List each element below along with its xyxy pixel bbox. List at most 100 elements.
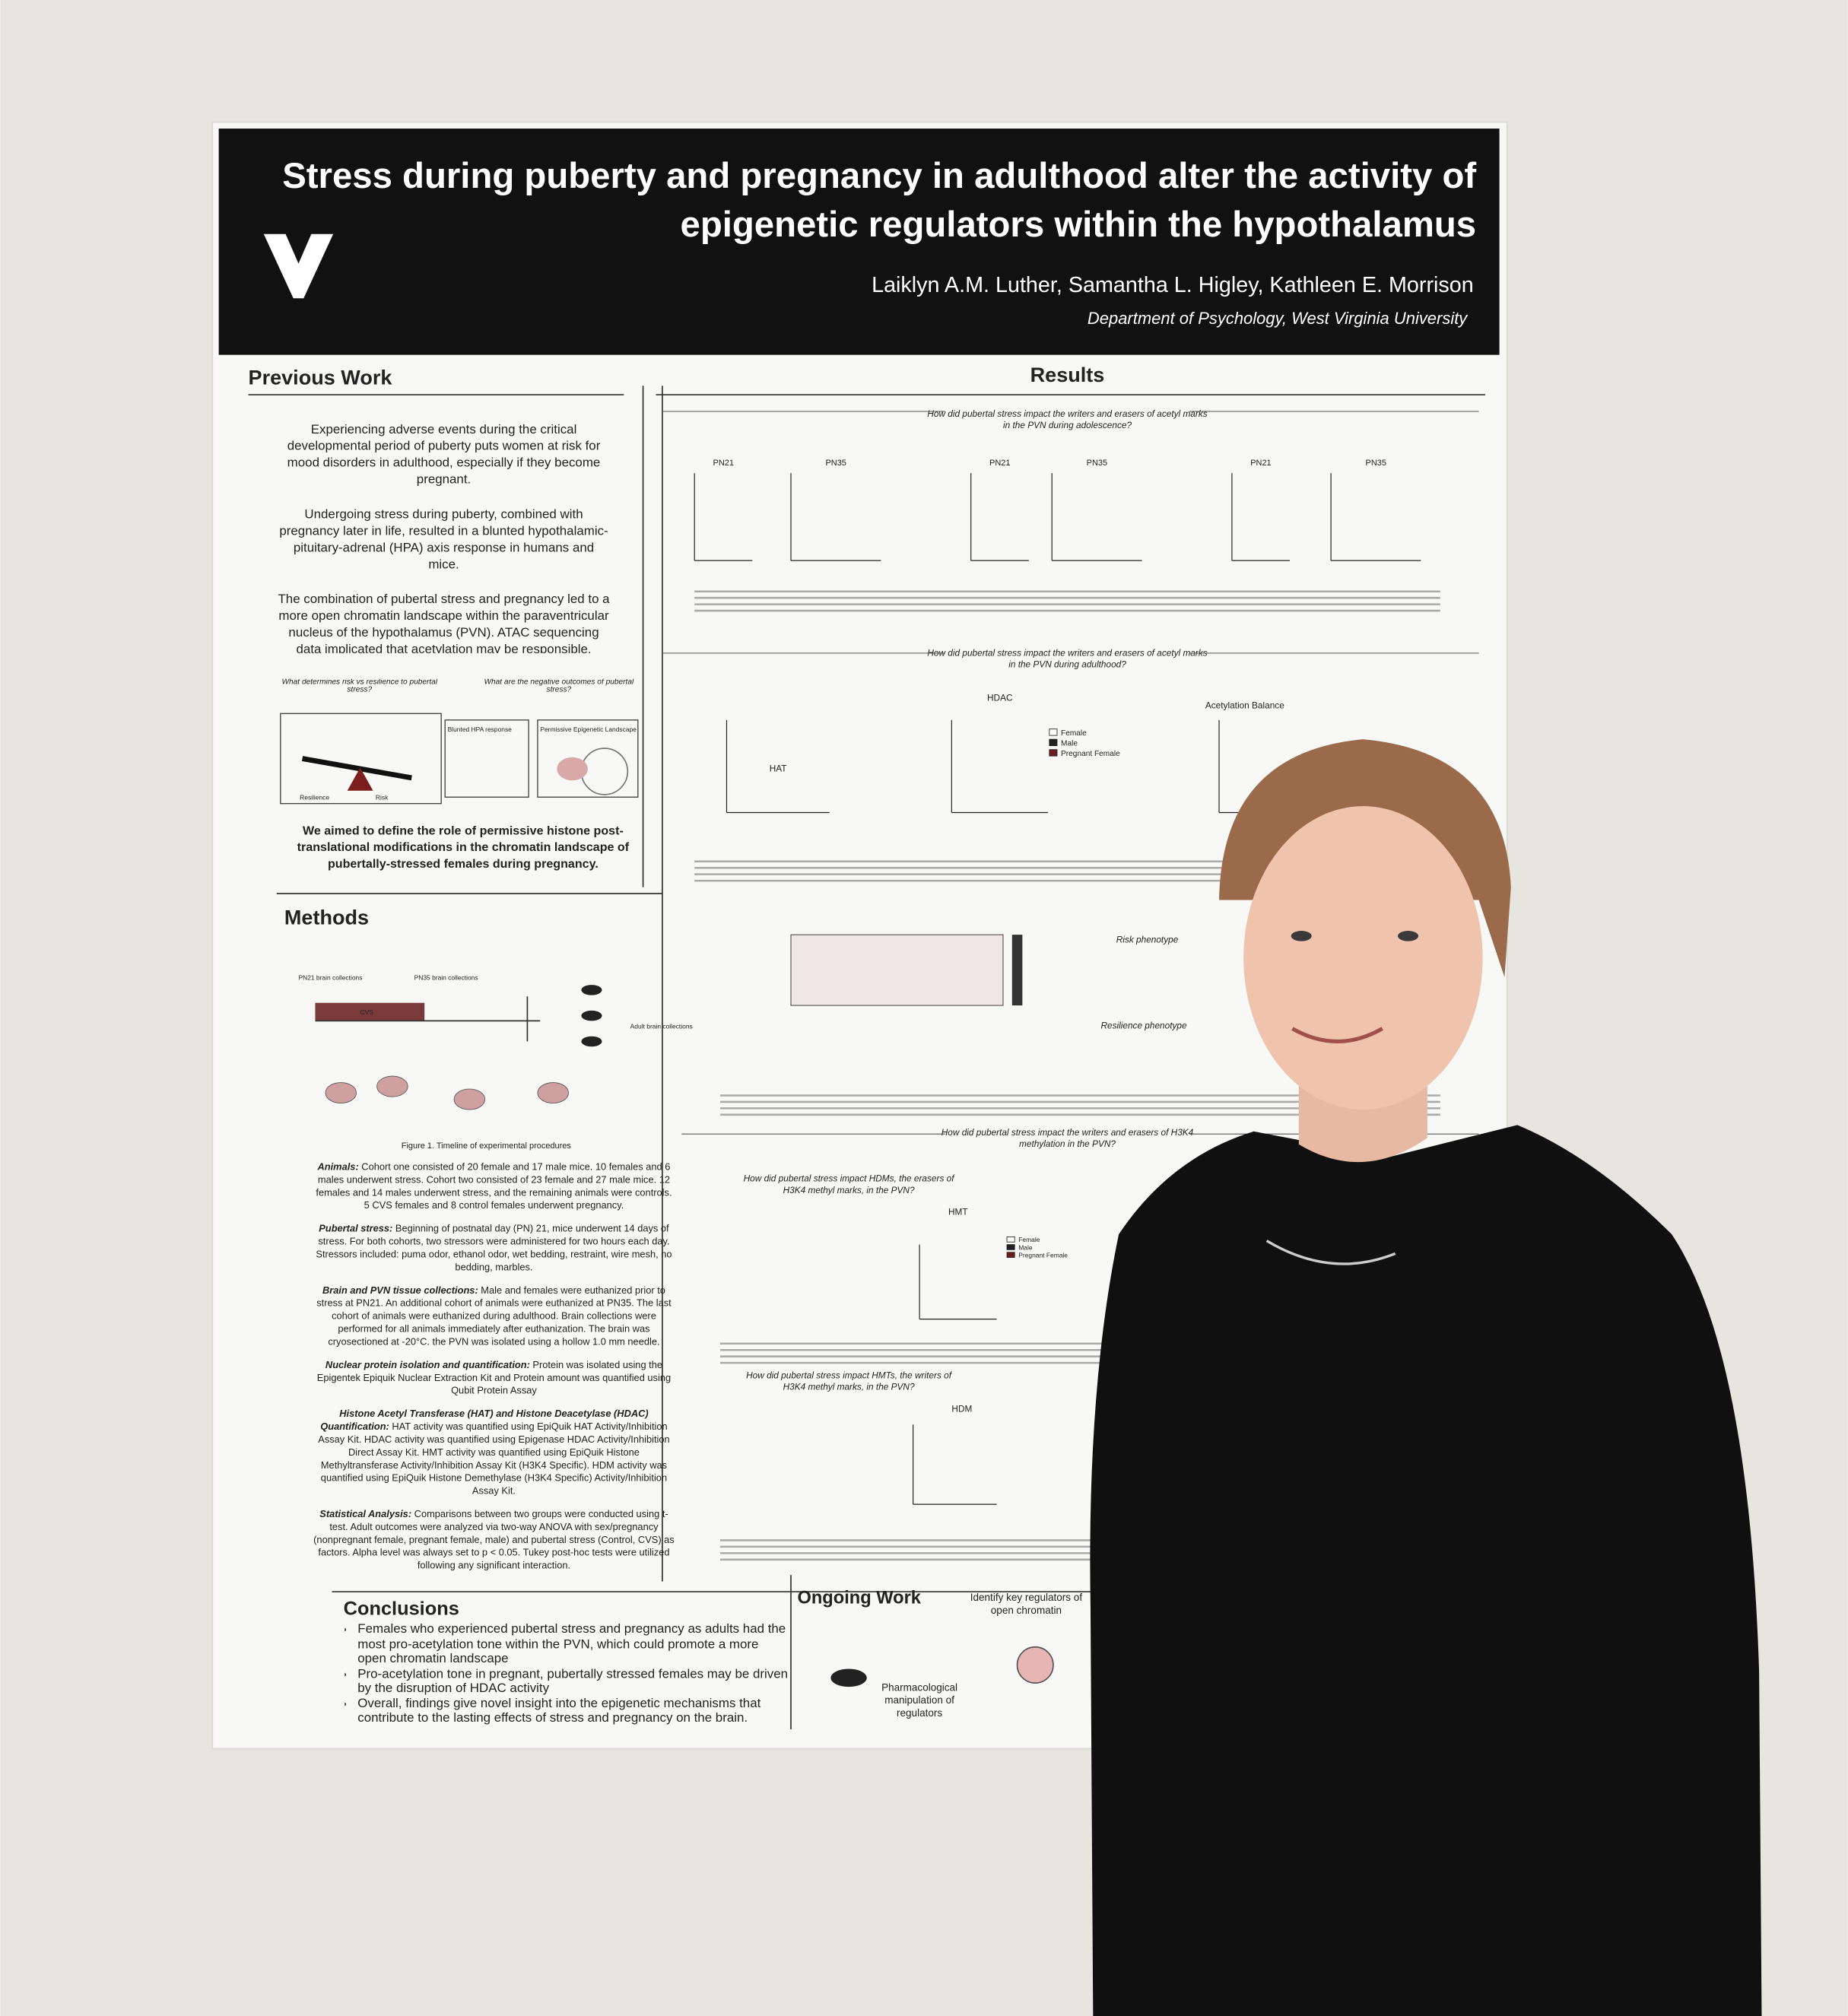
methods-label: Histone Acetyl Transferase (HAT) and His… — [320, 1408, 649, 1433]
question: How did pubertal stress impact HMTs, the… — [746, 1371, 952, 1393]
figure-panel — [537, 719, 639, 798]
results-question-body: How did pubertal stress impact the write… — [926, 409, 1209, 432]
mouse-icon — [581, 985, 602, 995]
legend-swatch — [1049, 738, 1058, 747]
results-question-body: How did pubertal stress impact HDMs, the… — [739, 1174, 957, 1197]
panel-title: PN35 — [1087, 459, 1107, 468]
paragraph: Undergoing stress during puberty, combin… — [279, 507, 608, 573]
legend-swatch — [1006, 1237, 1015, 1243]
methods-label: Pubertal stress: — [319, 1222, 393, 1235]
heatmap — [790, 934, 1004, 1006]
bullet: Females who experienced pubertal stress … — [357, 1623, 788, 1667]
methods-text-body: Animals: Cohort one consisted of 20 fema… — [313, 1161, 675, 1573]
legend-swatch — [1006, 1244, 1015, 1250]
figure-question: What determines risk vs resilience to pu… — [281, 678, 438, 694]
timeline-label: PN35 brain collections — [414, 973, 478, 981]
panel-title: HMT — [948, 1207, 968, 1218]
legend-label: Male — [1061, 740, 1078, 748]
question: How did pubertal stress impact the write… — [941, 1129, 1194, 1150]
seesaw — [301, 756, 412, 781]
legend-label: Pregnant Female — [1018, 1251, 1068, 1259]
affiliation: Department of Psychology, West Virginia … — [1088, 309, 1469, 328]
brain-icon — [557, 757, 588, 781]
question: How did pubertal stress impact the write… — [927, 410, 1208, 431]
necklace — [1265, 1240, 1396, 1265]
bullet: Pro-acetylation tone in pregnant, pubert… — [357, 1667, 788, 1697]
methods-item: Statistical Analysis: Comparisons betwee… — [313, 1508, 675, 1573]
legend-swatch — [1049, 749, 1058, 757]
methods-text: Animals: Cohort one consisted of 20 fema… — [313, 1161, 675, 1573]
results-question: How did pubertal stress impact the write… — [941, 1129, 1194, 1150]
legend-label: Female — [1061, 729, 1087, 738]
mouse-icon — [830, 1668, 867, 1687]
figure-caption: Figure 1. Timeline of experimental proce… — [402, 1141, 572, 1151]
ongoing-label-body: Pharmacological manipulation of regulato… — [875, 1681, 964, 1720]
panel-title: HDAC — [987, 692, 1013, 703]
panel-title: HDM — [951, 1403, 972, 1414]
mouse-icon — [581, 1010, 602, 1021]
ongoing-label: Pharmacological manipulation of regulato… — [881, 1681, 958, 1719]
bullet-list: Females who experienced pubertal stress … — [345, 1623, 788, 1726]
poster-header — [218, 129, 1500, 355]
section-heading: Results — [1030, 364, 1105, 386]
legend-label: Male — [1018, 1243, 1033, 1251]
aim-text: We aimed to define the role of permissiv… — [297, 824, 630, 872]
methods-item: Pubertal stress: Beginning of postnatal … — [313, 1223, 675, 1275]
figure-label: Blunted HPA response — [448, 725, 513, 733]
section-heading: Methods — [284, 906, 369, 929]
cell-icon — [1016, 1646, 1054, 1684]
legend-swatch — [1006, 1252, 1015, 1258]
ongoing-label-body: Identify key regulators of open chromati… — [962, 1592, 1091, 1618]
procedure-icon — [376, 1075, 408, 1097]
ongoing-label: Identify key regulators of open chromati… — [962, 1592, 1091, 1618]
dividers — [248, 386, 1485, 1729]
paragraph: Experiencing adverse events during the c… — [287, 423, 601, 487]
methods-label: Brain and PVN tissue collections: — [322, 1284, 478, 1297]
figure-label: Resilience — [300, 794, 329, 802]
figure-panel — [444, 719, 529, 798]
eye — [1291, 931, 1312, 941]
methods-label: Statistical Analysis: — [319, 1508, 412, 1520]
panel-title: PN35 — [825, 459, 846, 468]
conclusions-list-body: Females who experienced pubertal stress … — [345, 1623, 788, 1726]
results-question: How did pubertal stress impact HMTs, the… — [739, 1370, 957, 1393]
ongoing-label: Pharmacological manipulation of regulato… — [875, 1681, 964, 1720]
paragraph: The combination of pubertal stress and p… — [278, 592, 610, 653]
methods-text: Protein was isolated using the Epigentek… — [316, 1359, 672, 1397]
methods-text: Beginning of postnatal day (PN) 21, mice… — [316, 1222, 672, 1273]
timeline-label: CVS — [360, 1008, 374, 1016]
methods-item: Nuclear protein isolation and quantifica… — [313, 1359, 675, 1398]
section-heading: Ongoing Work — [797, 1588, 921, 1608]
timeline-bar — [315, 1002, 425, 1021]
figure-label: Risk — [376, 794, 389, 802]
panel-title: HAT — [770, 763, 787, 773]
methods-item: Brain and PVN tissue collections: Male a… — [313, 1284, 675, 1349]
mouse-icon — [581, 1036, 602, 1047]
previous-work-text-body: Experiencing adverse events during the c… — [277, 422, 611, 653]
face — [1243, 806, 1483, 1110]
methods-label: Nuclear protein isolation and quantifica… — [325, 1359, 530, 1371]
logo — [263, 233, 334, 299]
timeline-label: Adult brain collections — [630, 1023, 693, 1030]
procedure-icon — [325, 1082, 357, 1104]
results-question: How did pubertal stress impact HDMs, the… — [739, 1174, 957, 1197]
methods-item: Histone Acetyl Transferase (HAT) and His… — [313, 1408, 675, 1497]
aim-body: We aimed to define the role of permissiv… — [290, 823, 637, 873]
panel-title: PN21 — [713, 459, 734, 468]
bullet: Overall, findings give novel insight int… — [357, 1697, 788, 1726]
panel-title: PN35 — [1366, 459, 1386, 468]
procedure-icon — [537, 1082, 569, 1104]
poster-title: epigenetic regulators within the hypotha… — [681, 205, 1477, 245]
panel-title: PN21 — [989, 459, 1010, 468]
figure-label: Permissive Epigenetic Landscape — [540, 725, 637, 733]
results-question-body: How did pubertal stress impact HMTs, the… — [739, 1370, 957, 1393]
previous-work-text: Experiencing adverse events during the c… — [277, 422, 611, 653]
methods-item: Animals: Cohort one consisted of 20 fema… — [313, 1161, 675, 1213]
question: How did pubertal stress impact the write… — [927, 649, 1208, 670]
figure-panel — [280, 713, 442, 805]
methods-label: Animals: — [317, 1160, 359, 1173]
panel-title: PN21 — [1250, 459, 1271, 468]
figure-question: What are the negative outcomes of pubert… — [484, 678, 634, 694]
section-heading: Previous Work — [249, 367, 393, 389]
